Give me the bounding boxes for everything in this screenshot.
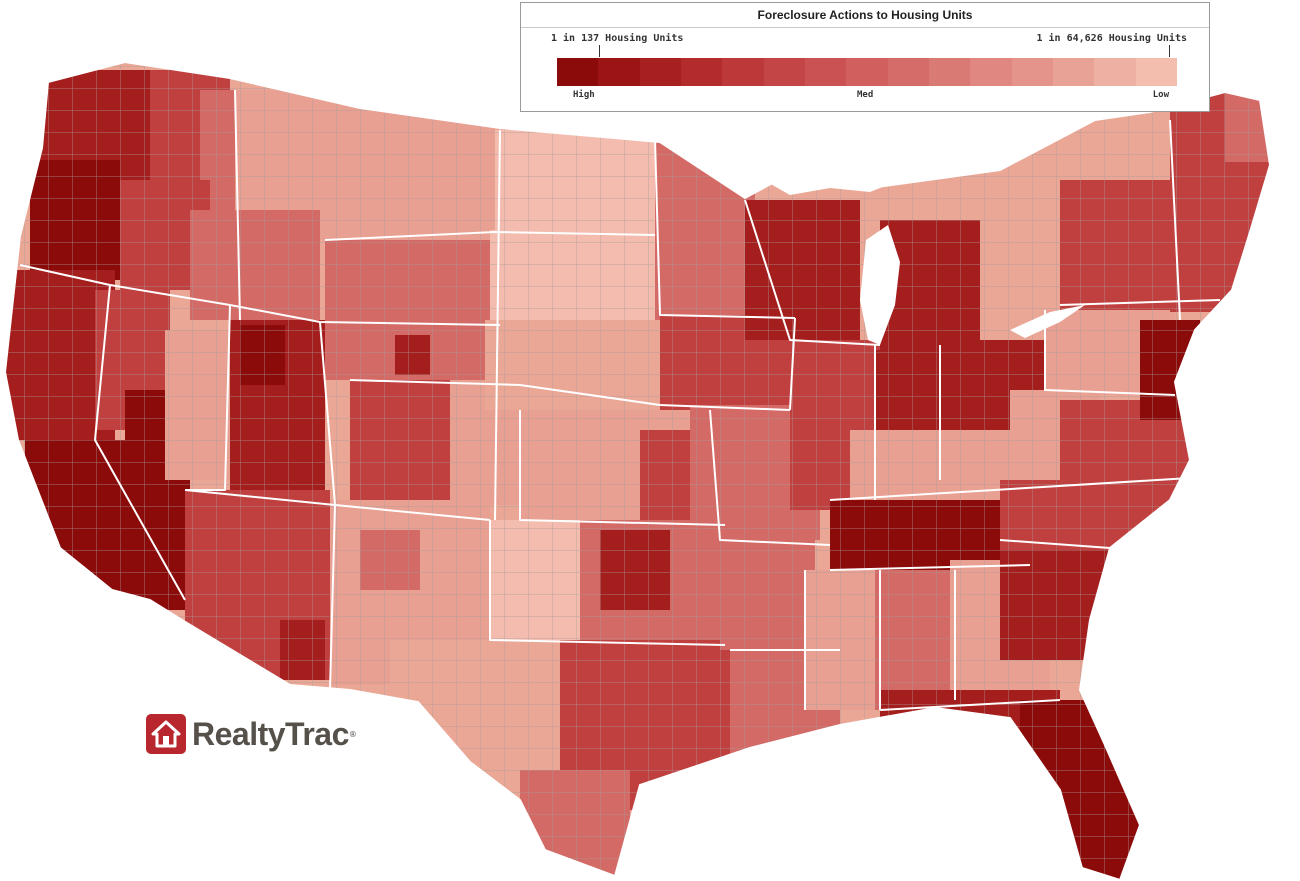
ramp-swatch (846, 58, 888, 86)
ramp-swatch (928, 58, 971, 86)
scale-high-label: 1 in 137 Housing Units (551, 33, 684, 44)
scale-low-label: 1 in 64,626 Housing Units (1036, 33, 1187, 44)
scale-low-tick (1169, 45, 1170, 57)
ramp-swatch (557, 58, 599, 86)
color-ramp (557, 58, 1177, 86)
ramp-swatch (1094, 58, 1136, 86)
lake-erie (1010, 305, 1085, 338)
registered-mark: ® (348, 729, 357, 739)
ramp-swatch (680, 58, 723, 86)
legend-panel: Foreclosure Actions to Housing Units 1 i… (520, 2, 1210, 112)
ramp-label-low: Low (1152, 90, 1169, 100)
ramp-swatch (639, 58, 681, 86)
house-icon (146, 714, 186, 754)
lake-michigan (860, 225, 900, 345)
ramp-swatch (1052, 58, 1095, 86)
us-outline (3, 60, 1272, 881)
state-borders (19, 89, 1221, 711)
ramp-swatch (598, 58, 640, 86)
ramp-swatch (1135, 58, 1177, 86)
ramp-swatch (722, 58, 764, 86)
ramp-swatch (763, 58, 805, 86)
legend-title: Foreclosure Actions to Housing Units (757, 8, 973, 22)
scale-high-tick (599, 45, 600, 57)
ramp-label-high: High (573, 90, 595, 100)
ramp-swatch (804, 58, 847, 86)
ramp-label-med: Med (857, 90, 874, 100)
realtytrac-logo: RealtyTrac ® (146, 712, 357, 756)
ramp-swatch (887, 58, 929, 86)
ramp-swatch (970, 58, 1012, 86)
legend-divider (521, 27, 1209, 28)
logo-wordmark: RealtyTrac (192, 716, 349, 752)
ramp-swatch (1011, 58, 1053, 86)
